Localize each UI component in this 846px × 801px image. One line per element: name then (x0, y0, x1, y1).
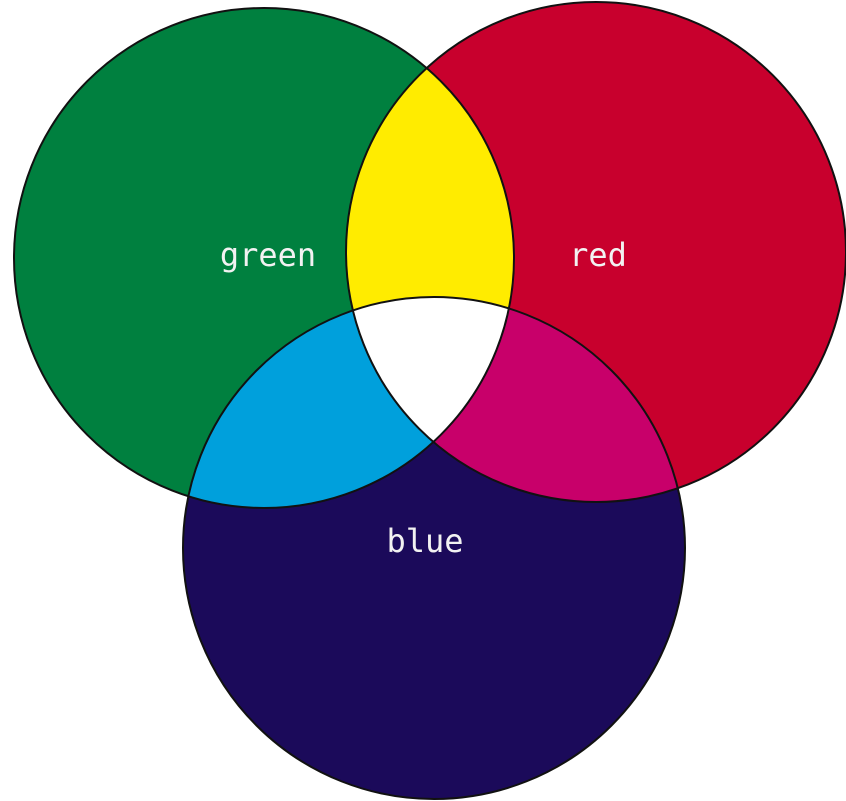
blue-outline (182, 296, 686, 800)
magenta-overlap (346, 297, 685, 502)
blue-label: blue (386, 522, 463, 560)
green-label: green (220, 236, 316, 274)
red-outline (345, 1, 846, 503)
cyan-overlap (183, 297, 514, 508)
green-outline (13, 7, 515, 509)
red-label: red (569, 236, 627, 274)
